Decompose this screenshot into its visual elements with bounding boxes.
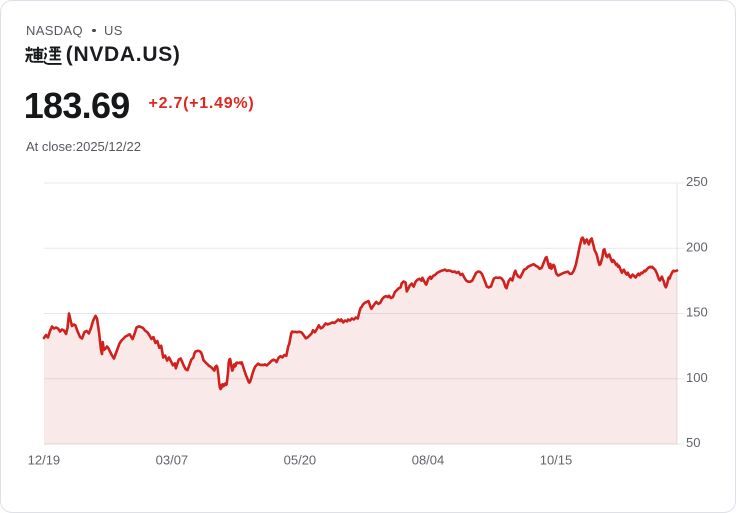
svg-text:10/15: 10/15 (540, 453, 573, 468)
svg-text:05/20: 05/20 (284, 453, 317, 468)
svg-text:50: 50 (686, 435, 700, 450)
svg-text:08/04: 08/04 (412, 453, 445, 468)
svg-text:12/19: 12/19 (28, 453, 61, 468)
svg-text:03/07: 03/07 (156, 453, 189, 468)
svg-text:250: 250 (686, 174, 708, 189)
svg-text:150: 150 (686, 305, 708, 320)
svg-text:100: 100 (686, 370, 708, 385)
svg-text:200: 200 (686, 239, 708, 254)
